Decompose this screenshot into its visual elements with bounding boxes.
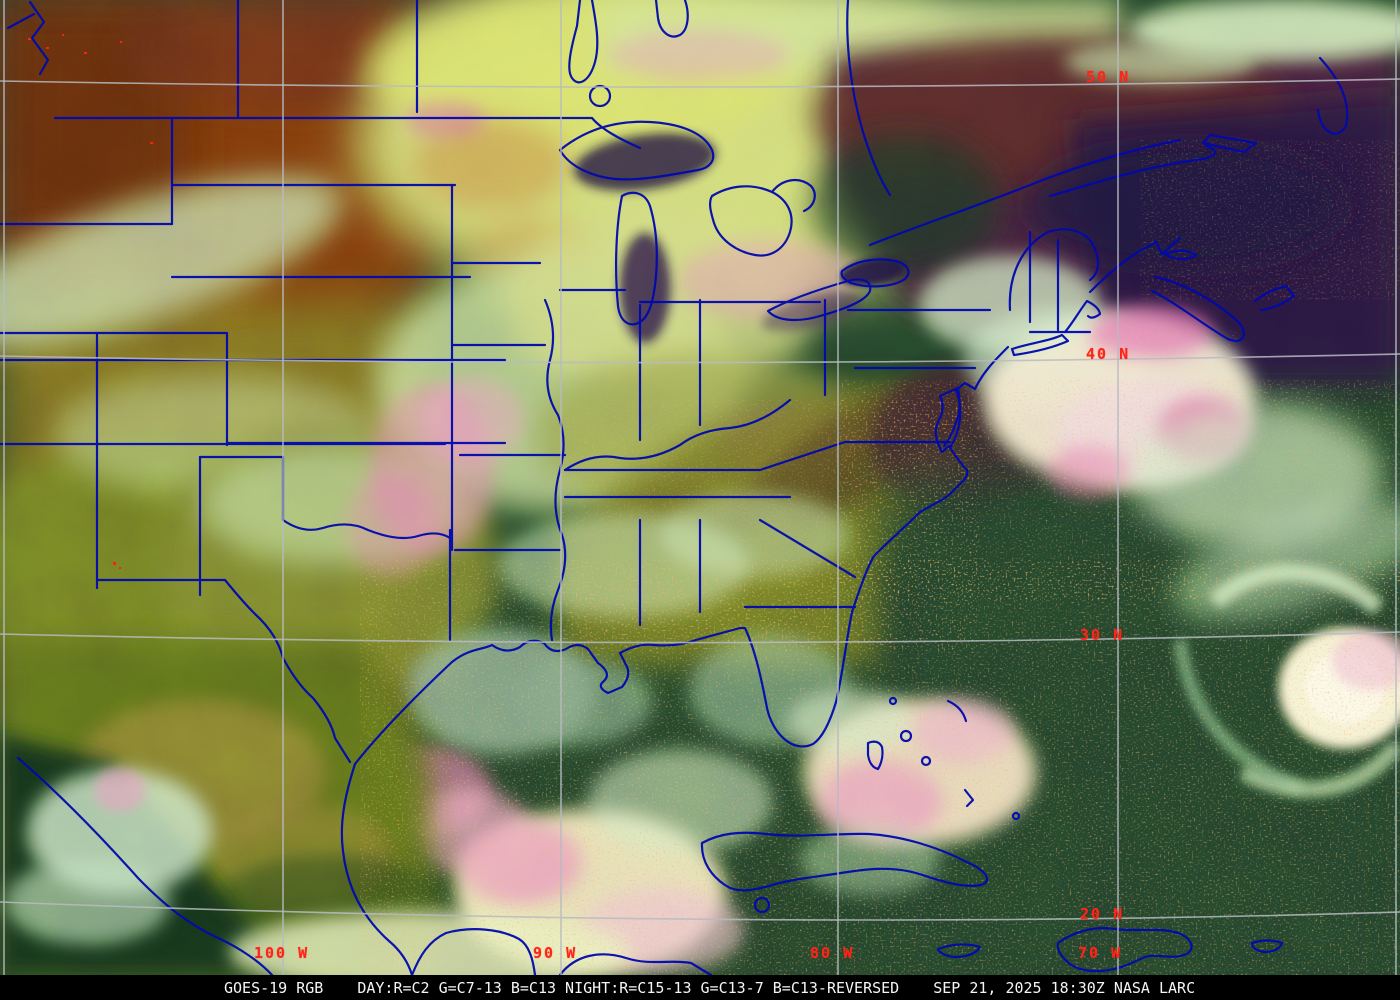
map-borders-overlay	[0, 0, 1349, 975]
longitude-label-90w: 90 W	[533, 944, 578, 962]
fire-hotspot-pixels	[28, 34, 153, 569]
longitude-label-100w: 100 W	[254, 944, 310, 962]
latitude-label-30n: 30 N	[1080, 626, 1125, 644]
longitude-label-70w: 70 W	[1078, 944, 1123, 962]
latitude-label-50n: 50 N	[1086, 68, 1131, 86]
latitude-label-20n: 20 N	[1080, 905, 1125, 923]
longitude-label-80w: 80 W	[810, 944, 855, 962]
latitude-gridlines	[0, 78, 1400, 921]
satellite-imagery	[0, 0, 1400, 975]
rgb-recipe-label: DAY:R=C2 G=C7-13 B=C13 NIGHT:R=C15-13 G=…	[357, 978, 900, 997]
imagery-base-layer	[0, 0, 1400, 975]
timestamp-label: SEP 21, 2025 18:30Z NASA LARC	[933, 978, 1196, 997]
status-bar: GOES-19 RGB DAY:R=C2 G=C7-13 B=C13 NIGHT…	[0, 975, 1400, 1000]
product-name-label: GOES-19 RGB	[224, 978, 324, 997]
latitude-label-40n: 40 N	[1086, 345, 1131, 363]
longitude-gridlines	[3, 0, 1397, 975]
